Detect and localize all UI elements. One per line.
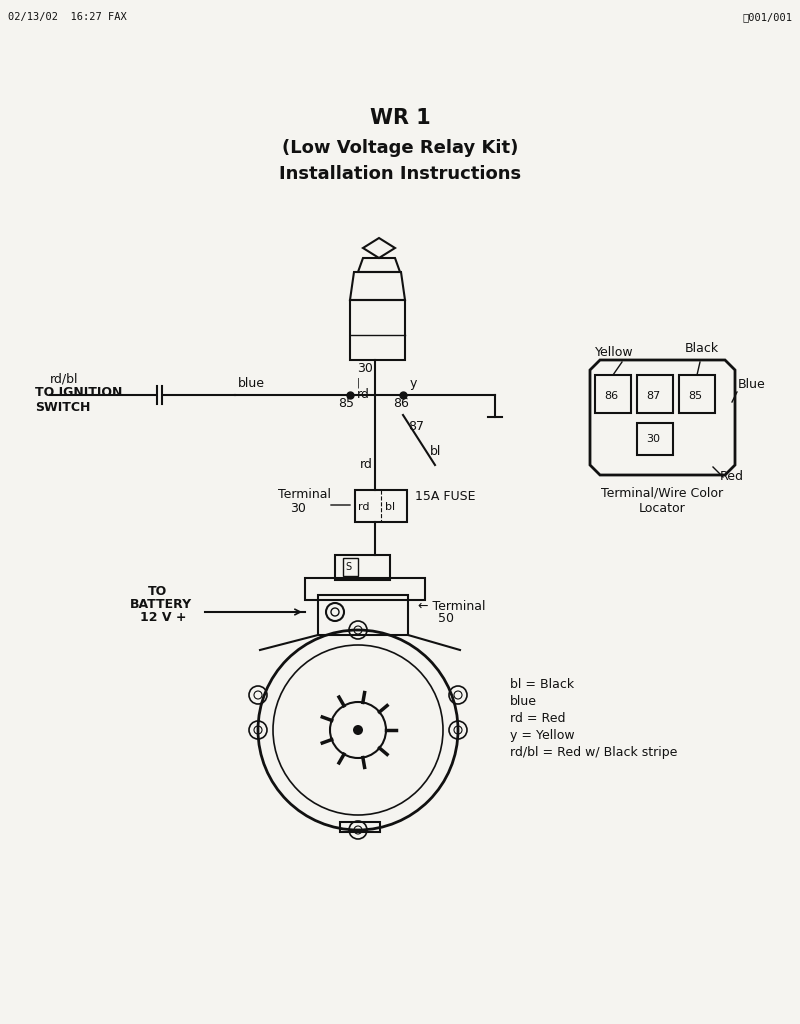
Text: 86: 86 bbox=[604, 391, 618, 401]
Text: rd: rd bbox=[358, 502, 370, 512]
Text: 02/13/02  16:27 FAX: 02/13/02 16:27 FAX bbox=[8, 12, 126, 22]
Text: bl: bl bbox=[430, 445, 442, 458]
Text: 87: 87 bbox=[408, 420, 424, 433]
Text: SWITCH: SWITCH bbox=[35, 401, 90, 414]
Text: y = Yellow: y = Yellow bbox=[510, 729, 574, 742]
Text: rd/bl = Red w/ Black stripe: rd/bl = Red w/ Black stripe bbox=[510, 746, 678, 759]
Text: bl = Black: bl = Black bbox=[510, 678, 574, 691]
Text: blue: blue bbox=[510, 695, 537, 708]
Text: Terminal: Terminal bbox=[278, 488, 331, 501]
Text: Red: Red bbox=[720, 470, 744, 483]
Text: 12 V +: 12 V + bbox=[140, 611, 186, 624]
Text: |: | bbox=[357, 378, 360, 388]
Text: 15A FUSE: 15A FUSE bbox=[415, 490, 475, 503]
Text: (Low Voltage Relay Kit): (Low Voltage Relay Kit) bbox=[282, 139, 518, 157]
Text: Terminal/Wire Color: Terminal/Wire Color bbox=[602, 487, 723, 500]
Text: 30: 30 bbox=[357, 362, 373, 375]
Text: rd = Red: rd = Red bbox=[510, 712, 566, 725]
Text: ℡001/001: ℡001/001 bbox=[742, 12, 792, 22]
Text: 85: 85 bbox=[338, 397, 354, 410]
Text: Yellow: Yellow bbox=[595, 346, 634, 359]
Text: Installation Instructions: Installation Instructions bbox=[279, 165, 521, 183]
Text: Blue: Blue bbox=[738, 378, 766, 391]
Circle shape bbox=[353, 725, 363, 735]
Text: ← Terminal: ← Terminal bbox=[418, 600, 486, 613]
Text: 85: 85 bbox=[688, 391, 702, 401]
Text: BATTERY: BATTERY bbox=[130, 598, 192, 611]
Text: 50: 50 bbox=[438, 612, 454, 625]
Text: TO: TO bbox=[148, 585, 167, 598]
Text: 86: 86 bbox=[393, 397, 409, 410]
Text: Black: Black bbox=[685, 342, 719, 355]
Text: S: S bbox=[345, 562, 351, 572]
Text: Locator: Locator bbox=[639, 502, 686, 515]
Text: WR 1: WR 1 bbox=[370, 108, 430, 128]
Text: TO IGNITION: TO IGNITION bbox=[35, 386, 122, 399]
Text: 30: 30 bbox=[290, 502, 306, 515]
Text: rd/bl: rd/bl bbox=[50, 372, 78, 385]
Text: 30: 30 bbox=[646, 434, 660, 444]
Text: rd: rd bbox=[357, 388, 370, 401]
Text: y: y bbox=[410, 377, 418, 390]
Text: blue: blue bbox=[238, 377, 265, 390]
Text: 87: 87 bbox=[646, 391, 660, 401]
Text: bl: bl bbox=[385, 502, 395, 512]
Text: rd: rd bbox=[360, 458, 373, 471]
